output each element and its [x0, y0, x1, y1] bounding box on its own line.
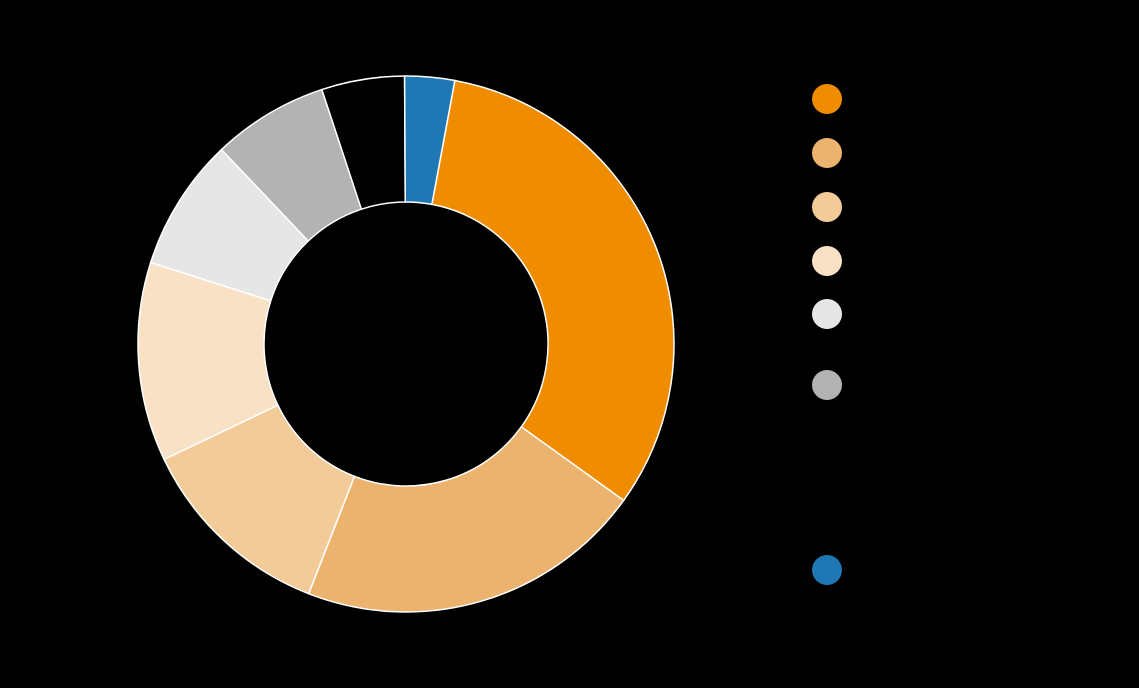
donut-slice	[403, 75, 456, 206]
legend-marker	[812, 246, 842, 276]
legend-marker	[812, 299, 842, 329]
donut-slice	[431, 79, 675, 502]
legend-marker	[812, 370, 842, 400]
legend-marker	[812, 555, 842, 585]
legend-marker	[812, 192, 842, 222]
donut-slice	[307, 425, 625, 613]
legend-marker	[812, 455, 842, 485]
legend-marker	[812, 138, 842, 168]
legend-marker	[812, 84, 842, 114]
